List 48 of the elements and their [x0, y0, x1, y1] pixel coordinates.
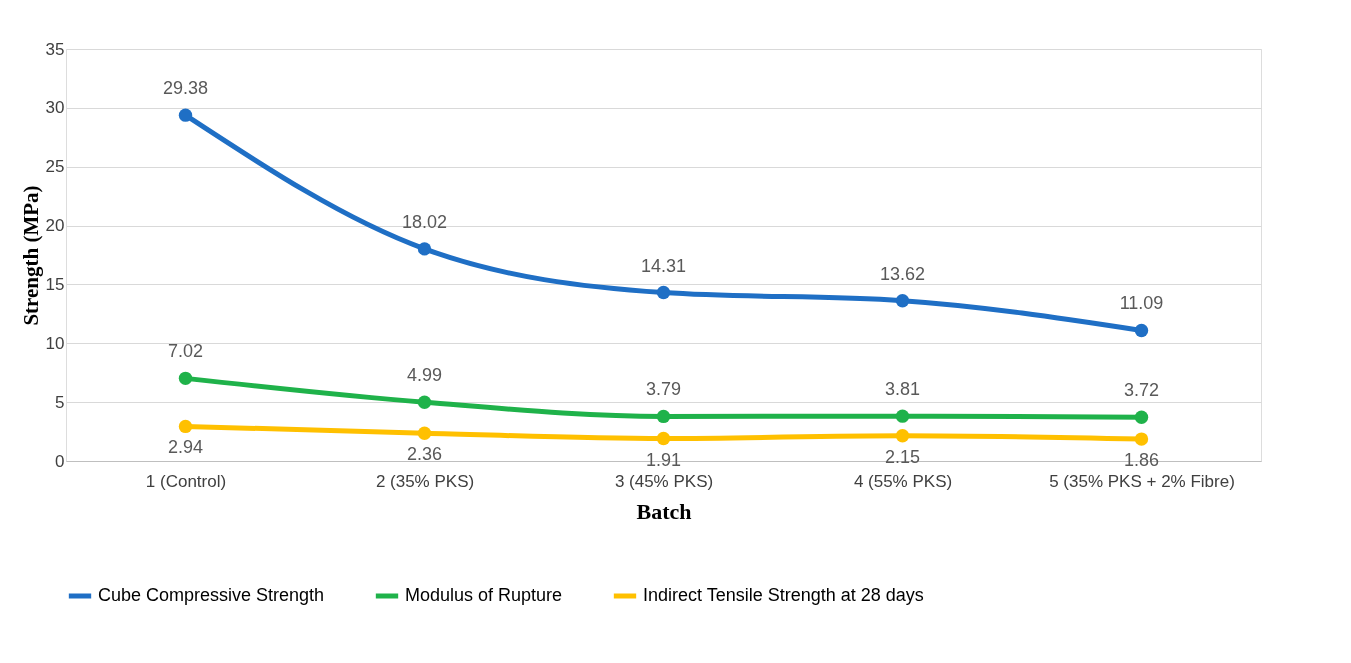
x-tick-label: 1 (Control)	[145, 471, 227, 491]
data-label: 2.94	[167, 437, 204, 458]
y-tick-label: 25	[45, 157, 65, 177]
data-label: 1.86	[1123, 450, 1160, 471]
data-label: 7.02	[167, 341, 204, 362]
legend-label: Indirect Tensile Strength at 28 days	[643, 585, 924, 605]
data-label: 2.15	[884, 446, 921, 467]
data-label: 3.72	[1123, 380, 1160, 401]
point	[656, 431, 671, 446]
point	[895, 409, 910, 423]
point	[178, 371, 193, 386]
point	[895, 429, 910, 443]
data-label: 18.02	[401, 211, 448, 232]
point	[178, 108, 193, 122]
data-label: 11.09	[1119, 293, 1164, 314]
y-tick-label: 10	[45, 333, 65, 353]
point	[417, 426, 432, 440]
x-axis-title: Batch	[636, 498, 692, 524]
y-axis-title: Strength (MPa)	[18, 185, 43, 326]
y-tick-label: 5	[55, 392, 65, 412]
y-tick-label: 20	[45, 216, 65, 236]
data-label: 29.38	[162, 78, 209, 99]
y-tick-label: 0	[55, 451, 65, 471]
y-tick-label: 35	[45, 39, 65, 59]
data-label: 13.62	[879, 263, 926, 284]
y-tick-label: 30	[45, 98, 65, 118]
x-tick-label: 4 (55% PKS)	[853, 471, 953, 491]
point	[1134, 432, 1149, 446]
data-label: 3.81	[884, 379, 921, 400]
point	[178, 419, 193, 434]
data-label: 14.31	[640, 255, 687, 276]
data-label: 1.91	[645, 449, 682, 470]
point	[1134, 323, 1149, 338]
point	[1134, 410, 1149, 424]
point	[895, 293, 910, 308]
legend-label: Cube Compressive Strength	[98, 585, 325, 605]
data-label: 4.99	[406, 365, 443, 386]
x-tick-label: 5 (35% PKS + 2% Fibre)	[1049, 471, 1235, 491]
point	[417, 242, 432, 256]
data-label: 2.36	[406, 444, 443, 465]
point	[656, 409, 671, 424]
x-tick-label: 3 (45% PKS)	[614, 471, 714, 491]
point	[656, 285, 671, 300]
y-tick-label: 15	[45, 274, 65, 294]
legend-label: Modulus of Rupture	[405, 585, 563, 605]
data-label: 3.79	[645, 379, 682, 400]
x-tick-label: 2 (35% PKS)	[375, 471, 475, 491]
point	[417, 395, 432, 409]
